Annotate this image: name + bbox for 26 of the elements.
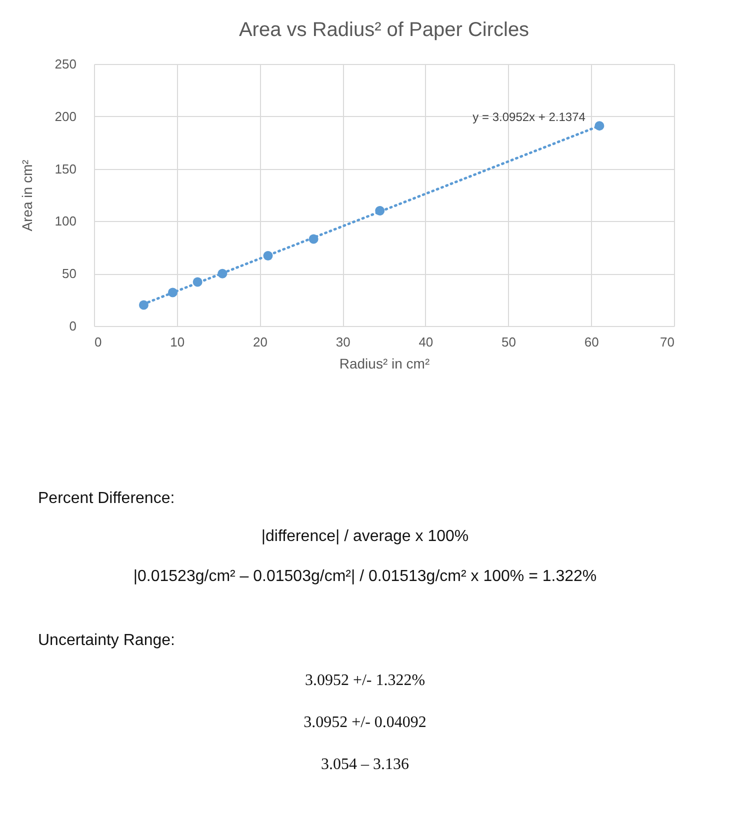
y-axis-title: Area in cm² (18, 159, 35, 232)
x-tick-label: 10 (170, 334, 185, 350)
chart-title: Area vs Radius² of Paper Circles (238, 19, 530, 41)
x-tick-label: 60 (584, 334, 599, 350)
x-tick-label: 30 (336, 334, 350, 350)
text: |difference| / average x 100% (260, 528, 470, 546)
annotation: y = 3.0952x + 2.1374 (472, 110, 586, 124)
y-tick-label: 200 (54, 108, 76, 124)
x-tick-label: 50 (502, 334, 516, 350)
x-axis-title: Radius² in cm² (339, 356, 430, 372)
text: Percent Difference: (38, 490, 175, 508)
y-tick-label: 250 (54, 56, 76, 72)
x-tick-label: 0 (94, 334, 102, 350)
y-tick-label: 0 (69, 318, 76, 334)
text: |0.01523g/cm² – 0.01503g/cm²| / 0.01513g/cm² x 100% = 1.322% (132, 568, 598, 586)
text: 3.054 – 3.136 (320, 756, 410, 774)
text: 3.0952 +/- 0.04092 (302, 714, 428, 732)
x-tick-label: 70 (660, 334, 674, 350)
y-tick-label: 150 (54, 161, 76, 176)
point (594, 121, 604, 131)
x-tick-label: 20 (252, 334, 268, 350)
y-tick-label: 50 (62, 266, 76, 282)
x-tick-label: 40 (418, 334, 434, 350)
y-tick-label: 100 (54, 214, 76, 229)
text: 3.0952 +/- 1.322% (304, 672, 426, 690)
text: Uncertainty Range: (38, 632, 175, 650)
